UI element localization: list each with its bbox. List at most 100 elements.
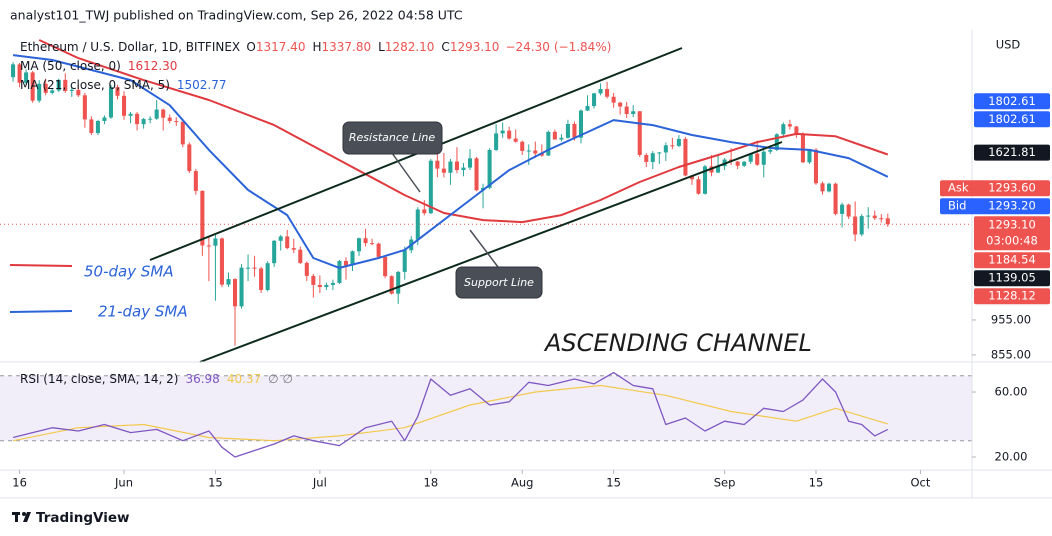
- candle-body: [304, 262, 309, 276]
- candle-body: [761, 151, 766, 165]
- callout-text: Support Line: [464, 276, 534, 289]
- candle-body: [546, 131, 551, 156]
- rsi-title: RSI (14, close, SMA, 14, 2): [20, 372, 178, 386]
- candle-body: [50, 90, 55, 93]
- candle-body: [631, 111, 636, 115]
- logo-part: [15, 512, 18, 522]
- candle-body: [494, 133, 499, 150]
- price-marker-box: [940, 198, 1050, 215]
- candle-body: [533, 150, 538, 154]
- sma-line: [12, 54, 889, 269]
- price-marker-name: Ask: [948, 181, 969, 195]
- footer-logo: TradingView: [12, 510, 130, 526]
- candle-body: [24, 72, 29, 83]
- candle-body: [827, 183, 832, 192]
- published-line: analyst101_TWJ published on TradingView.…: [10, 8, 463, 23]
- candle-body: [755, 153, 760, 165]
- candle-body: [265, 263, 270, 291]
- candle-body: [872, 215, 877, 219]
- y-tick-label: 955.00: [991, 312, 1031, 326]
- support-callout: Support Line: [455, 229, 543, 299]
- candle-body: [513, 138, 518, 142]
- y-tick-label: 20.00: [995, 449, 1028, 463]
- candle-body: [552, 131, 557, 140]
- candle-body: [644, 154, 649, 162]
- candle-body: [180, 121, 185, 145]
- price-marker-box: [974, 270, 1050, 287]
- candle-body: [246, 267, 251, 269]
- candle-body: [611, 96, 616, 103]
- candle-body: [768, 149, 773, 152]
- candle-body: [343, 260, 349, 266]
- callout-pointer: [391, 152, 421, 193]
- callout-box: [342, 121, 443, 155]
- callout-pointer: [469, 229, 499, 268]
- candle-body: [402, 250, 407, 272]
- price-marker-label: 1184.54: [988, 253, 1036, 267]
- y-tick-label: 855.00: [991, 347, 1031, 361]
- candle-body: [30, 72, 35, 101]
- price-marker-box: [974, 288, 1050, 305]
- candle-body: [879, 218, 884, 220]
- logo-part: [23, 512, 31, 522]
- candle-body: [487, 149, 492, 188]
- candle-body: [363, 238, 368, 244]
- candle-body: [467, 158, 473, 168]
- candle-body: [187, 144, 192, 172]
- candle-body: [141, 119, 146, 125]
- candle-body: [37, 83, 42, 101]
- candle-body: [637, 111, 642, 155]
- candle-body: [435, 160, 440, 169]
- price-marker-box: [974, 144, 1050, 161]
- candle-body: [167, 117, 172, 121]
- sma21-key-line: [9, 310, 73, 313]
- support-trendline: [199, 141, 783, 363]
- change-percent: (−1.84%): [554, 40, 612, 54]
- candle-body: [500, 130, 505, 134]
- price-marker-label: 1139.05: [988, 271, 1036, 285]
- candle-body: [650, 153, 655, 162]
- x-tick-label: Aug: [511, 476, 533, 490]
- candle-body: [565, 123, 570, 138]
- ohlc-value: 1282.10: [385, 40, 435, 54]
- candle-body: [272, 240, 277, 264]
- candle-body: [840, 204, 845, 214]
- candle-body: [820, 183, 825, 192]
- price-marker-label: 1293.20: [988, 199, 1036, 213]
- candle-body: [63, 79, 68, 91]
- x-tick-label: 15: [809, 476, 824, 490]
- currency-label: USD: [996, 38, 1021, 52]
- indicator-name: MA (50, close, 0): [20, 59, 121, 73]
- ohlc-key: L: [378, 40, 385, 54]
- candle-body: [108, 87, 113, 118]
- price-marker-label: 1621.81: [988, 145, 1036, 159]
- price-marker-label: 1293.10: [988, 218, 1036, 232]
- candle-body: [213, 238, 218, 246]
- price-marker-label: 1293.60: [988, 181, 1036, 195]
- candle-body: [200, 190, 205, 246]
- marks: [11, 39, 890, 458]
- candle-body: [676, 138, 681, 146]
- ohlc-key: C: [441, 40, 449, 54]
- candle-body: [56, 79, 61, 91]
- candle-body: [226, 279, 231, 285]
- candle-body: [885, 218, 890, 225]
- indicator-legend: MA (50, close, 0) 1612.30: [20, 59, 177, 73]
- candle-body: [428, 160, 433, 214]
- price-marker-box: [974, 111, 1050, 128]
- candle-body: [598, 89, 603, 94]
- candle-body: [95, 120, 100, 134]
- rsi-value: 36.98: [185, 372, 219, 386]
- indicator-value: 1502.77: [177, 78, 227, 92]
- candle-body: [683, 138, 688, 176]
- candle-body: [102, 117, 107, 121]
- candle-body: [592, 93, 597, 107]
- x-tick-label: Jun: [114, 476, 133, 490]
- candle-body: [853, 216, 858, 235]
- ohlc-value: 1293.10: [450, 40, 500, 54]
- price-marker-box: [974, 93, 1050, 110]
- candle-body: [350, 251, 355, 266]
- y-tick-label: 60.00: [995, 385, 1028, 399]
- candle-body: [781, 124, 786, 135]
